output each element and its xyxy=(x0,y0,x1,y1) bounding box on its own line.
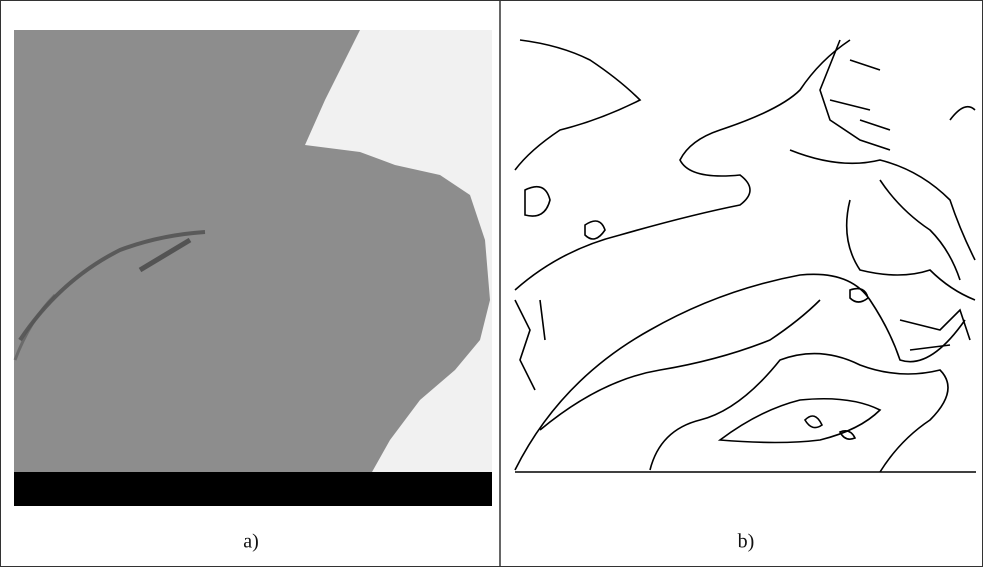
panel-a-image xyxy=(13,30,492,506)
dark-streak xyxy=(138,237,192,273)
edge-line xyxy=(849,287,869,303)
edge-line xyxy=(819,39,891,151)
edge-line xyxy=(845,199,976,301)
edge-line xyxy=(514,39,851,291)
black-bar xyxy=(14,472,492,506)
edge-line xyxy=(789,149,976,261)
edge-line xyxy=(539,299,821,431)
edge-line xyxy=(514,105,976,391)
edge-line xyxy=(524,185,551,217)
edge-line xyxy=(649,352,949,473)
edge-line xyxy=(803,415,857,440)
sea-ice-region xyxy=(14,30,490,472)
edge-line xyxy=(879,179,961,281)
edge-line xyxy=(514,39,642,171)
panel-label: b) xyxy=(738,531,755,553)
edge-line xyxy=(717,397,882,444)
dark-streak xyxy=(13,293,57,361)
edge-line xyxy=(899,308,971,351)
edge-line xyxy=(514,273,966,471)
edge-line xyxy=(584,220,606,240)
panel-b-edges xyxy=(514,39,976,473)
panel-label: a) xyxy=(243,531,259,553)
